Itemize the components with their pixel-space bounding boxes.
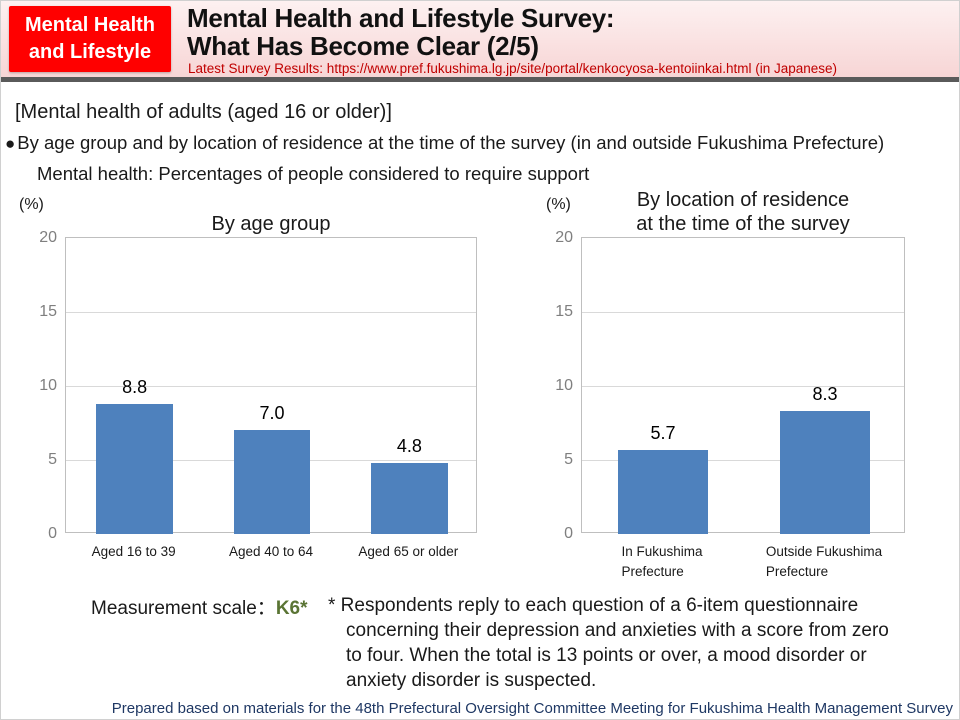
chart-by-location: (%) By location of residence at the time… <box>521 189 959 591</box>
bar-aged-16-to-39 <box>96 403 174 534</box>
bar-aged-65-or-older <box>370 462 448 534</box>
chart-by-age-group: (%) By age group 8.8 7.0 4.8 0 5 10 15 20 Aged … <box>1 196 501 591</box>
data-label: 8.3 <box>812 384 838 405</box>
bullet-text: By age group and by location of residenc… <box>17 132 885 153</box>
gridline <box>582 460 904 461</box>
header: Mental Health and Lifestyle Mental Healt… <box>1 1 959 82</box>
y-axis-tick-label: 10 <box>555 377 573 394</box>
survey-results-url: Latest Survey Results: https://www.pref.… <box>188 61 838 76</box>
bullet-icon: ● <box>5 134 16 153</box>
badge-line-2: and Lifestyle <box>28 41 152 63</box>
y-axis-unit-label: (%) <box>19 196 44 213</box>
bar-in-fukushima-prefecture <box>617 449 709 534</box>
y-axis-unit-label: (%) <box>546 196 571 213</box>
gridline <box>66 386 476 387</box>
data-label: 7.0 <box>259 403 285 424</box>
y-axis-tick-label: 20 <box>39 229 57 246</box>
bar-aged-40-to-64 <box>233 430 311 534</box>
measurement-scale-colon: ： <box>256 598 276 619</box>
measurement-scale-value: K6* <box>275 598 308 619</box>
y-axis-tick-label: 0 <box>48 525 57 542</box>
badge-line-1: Mental Health <box>24 14 156 36</box>
chart-title: By location of residence at the time of … <box>636 189 850 235</box>
measurement-scale-line: Measurement scale：K6* <box>91 593 308 620</box>
x-axis-category-label: Aged 65 or older <box>358 544 459 559</box>
chart-title: By age group <box>211 213 331 235</box>
y-axis-tick-label: 5 <box>48 451 57 468</box>
data-label: 8.8 <box>122 376 148 397</box>
k6-footnote: * Respondents reply to each question of … <box>328 595 889 691</box>
measurement-scale-label: Measurement scale <box>91 598 257 619</box>
bullet-line: ● By age group and by location of residen… <box>5 132 884 154</box>
gridline <box>582 386 904 387</box>
section-heading: [Mental health of adults (aged 16 or old… <box>15 101 392 123</box>
x-axis-category-label: Aged 40 to 64 <box>228 544 314 559</box>
data-label: 5.7 <box>650 422 676 443</box>
y-axis-tick-label: 15 <box>555 303 573 320</box>
x-axis-category-label: Aged 16 to 39 <box>91 544 176 559</box>
y-axis-tick-label: 10 <box>39 377 57 394</box>
gridline <box>582 312 904 313</box>
data-label: 4.8 <box>396 435 422 456</box>
source-attribution: Prepared based on materials for the 48th… <box>111 700 953 717</box>
y-axis-tick-label: 15 <box>39 303 57 320</box>
page-title-line-1: Mental Health and Lifestyle Survey: <box>187 3 615 33</box>
page-title-line-2: What Has Become Clear (2/5) <box>187 31 539 61</box>
y-axis-tick-label: 20 <box>555 229 573 246</box>
bar-outside-fukushima-prefecture <box>779 411 871 534</box>
plot-area: 8.8 7.0 4.8 <box>65 237 477 534</box>
gridline <box>66 312 476 313</box>
plot-area: 5.7 8.3 <box>581 237 905 534</box>
chart-description: Mental health: Percentages of people con… <box>37 163 590 184</box>
category-badge: Mental Health and Lifestyle <box>9 6 171 72</box>
y-axis-tick-label: 0 <box>564 525 573 542</box>
x-axis-category-label: Outside Fukushima Prefecture <box>765 544 883 579</box>
y-axis-tick-label: 5 <box>564 451 573 468</box>
x-axis-category-label: In Fukushima Prefecture <box>621 544 703 579</box>
